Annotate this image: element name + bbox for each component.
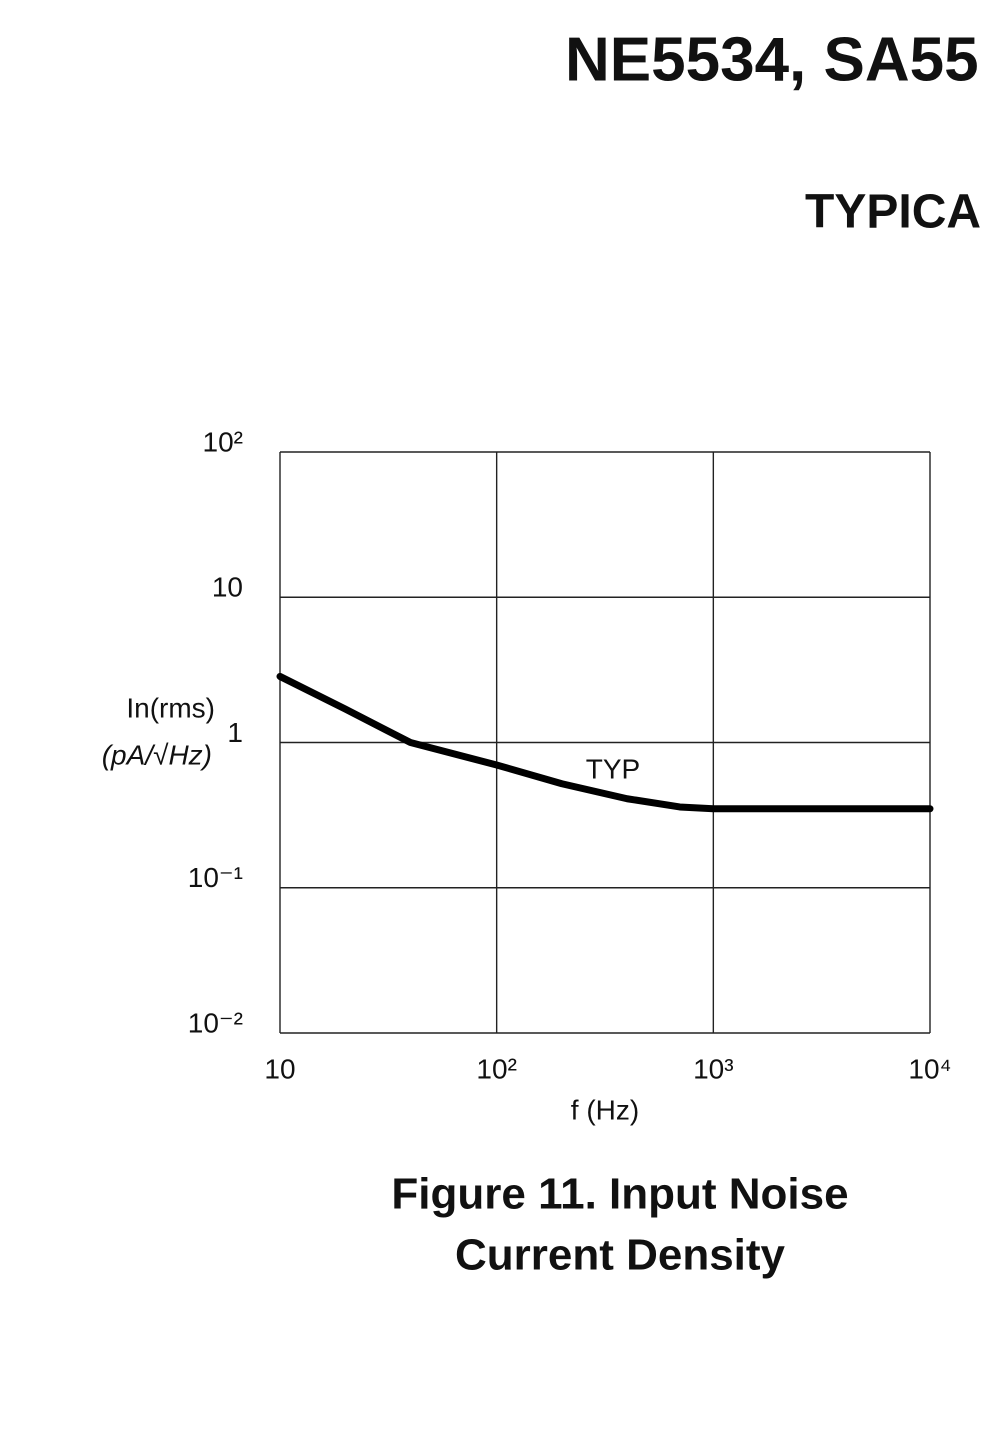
annotation: TYP [586, 753, 640, 784]
x-tick-label: 10 [264, 1053, 295, 1084]
x-tick-label: 10⁴ [908, 1053, 951, 1084]
x-tick-label: 10² [476, 1053, 516, 1084]
y-tick-label: 10² [203, 426, 243, 457]
data-line [276, 672, 934, 813]
y-tick-label: 10⁻¹ [188, 862, 243, 893]
y-tick-label: 10⁻² [188, 1007, 243, 1038]
y-axis-label: In(rms) [126, 692, 215, 723]
y-axis-label: (pA/√Hz) [102, 739, 212, 770]
section-title: TYPICA [805, 186, 981, 239]
header-title: NE5534, SA55 [565, 25, 979, 94]
caption: Current Density [455, 1231, 786, 1280]
y-tick-label: 10 [212, 572, 243, 603]
caption: Figure 11. Input Noise [391, 1170, 848, 1219]
x-axis-label: f (Hz) [571, 1094, 639, 1125]
x-tick-label: 10³ [693, 1053, 733, 1084]
y-tick-label: 1 [227, 717, 243, 748]
